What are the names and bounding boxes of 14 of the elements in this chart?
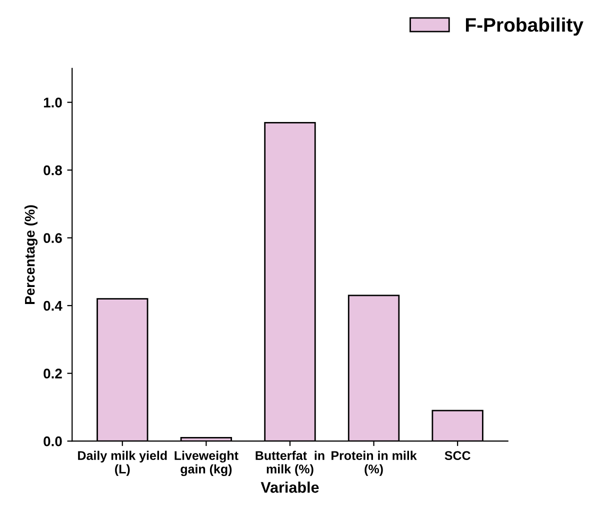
- y-tick-label: 0.2: [44, 368, 62, 379]
- y-axis-title: Percentage (%): [24, 205, 38, 304]
- y-tick-label: 0.8: [44, 165, 62, 176]
- x-tick-label: Daily milk yield (L): [78, 450, 167, 476]
- y-tick-label: 0.6: [44, 233, 62, 243]
- legend-label: F-Probability: [466, 18, 584, 36]
- y-tick-label: 1.0: [44, 98, 62, 108]
- x-tick-label: Protein in milk (%): [332, 450, 417, 476]
- x-tick-label: Liveweight gain (kg): [174, 450, 238, 476]
- x-tick-label: Butterfat in milk (%): [256, 450, 324, 476]
- x-axis-title: Variable: [260, 482, 319, 493]
- y-tick-label: 0.4: [44, 300, 62, 311]
- x-tick-label: SCC: [444, 451, 470, 460]
- y-tick-label: 0.0: [44, 436, 62, 446]
